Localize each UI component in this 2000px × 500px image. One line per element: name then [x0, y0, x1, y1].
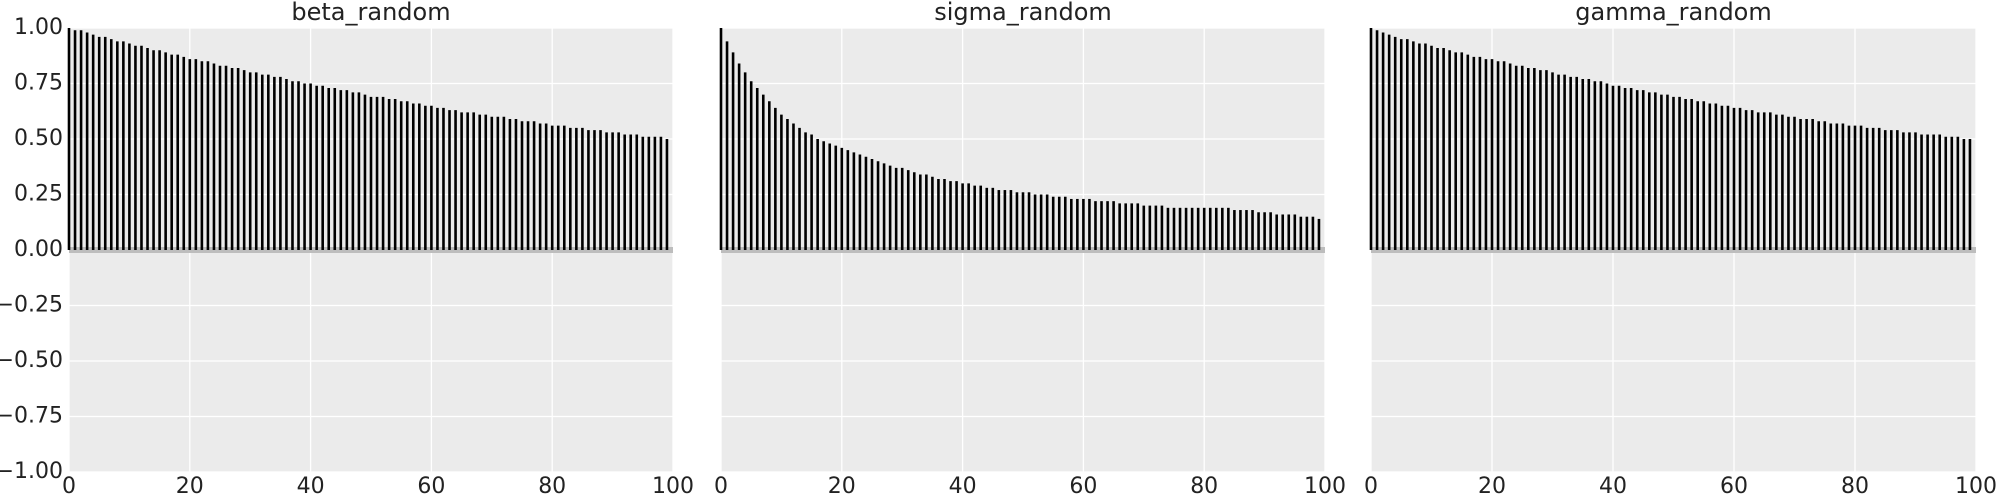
x-tick-label: 0: [714, 474, 728, 499]
x-tick-label: 60: [417, 474, 445, 499]
x-tick-label: 60: [1720, 474, 1748, 499]
x-tick-label: 40: [949, 474, 977, 499]
x-tick-label: 60: [1069, 474, 1097, 499]
chart-title: gamma_random: [1575, 0, 1772, 26]
y-tick-label: −1.00: [0, 459, 63, 484]
x-tick-label: 100: [1955, 474, 1997, 499]
x-tick-label: 80: [538, 474, 566, 499]
x-tick-label: 100: [1304, 474, 1346, 499]
x-tick-label: 0: [62, 474, 76, 499]
x-tick-label: 80: [1841, 474, 1869, 499]
chart-title: beta_random: [291, 0, 450, 26]
y-tick-label: −0.75: [0, 404, 63, 429]
x-tick-label: 80: [1190, 474, 1218, 499]
x-tick-label: 100: [652, 474, 694, 499]
y-tick-label: −0.50: [0, 348, 63, 373]
x-tick-label: 20: [1478, 474, 1506, 499]
y-tick-label: 1.00: [14, 15, 63, 40]
x-tick-label: 20: [828, 474, 856, 499]
x-tick-label: 40: [1599, 474, 1627, 499]
y-tick-label: 0.25: [14, 182, 63, 207]
y-tick-label: 0.75: [14, 71, 63, 96]
y-tick-label: −0.25: [0, 293, 63, 318]
y-tick-label: 0.00: [14, 237, 63, 262]
y-tick-label: 0.50: [14, 126, 63, 151]
x-tick-label: 20: [176, 474, 204, 499]
x-tick-label: 0: [1364, 474, 1378, 499]
x-tick-label: 40: [297, 474, 325, 499]
chart-title: sigma_random: [934, 0, 1112, 26]
